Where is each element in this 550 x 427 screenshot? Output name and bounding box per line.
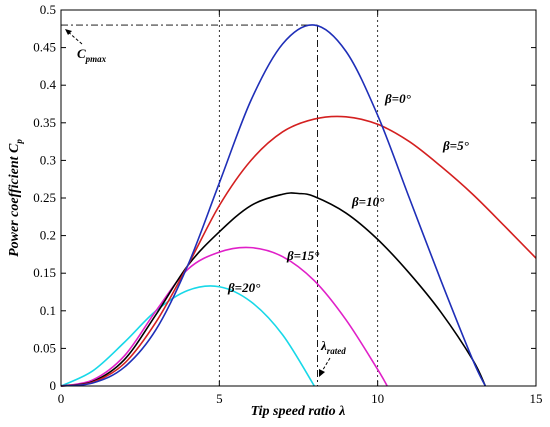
x-tick-label-1: 5 [216, 391, 223, 406]
lambda-rated-arrow-line [320, 357, 331, 374]
series-label-0: β=0° [384, 91, 412, 106]
cpmax-label-sub: pmax [85, 54, 107, 64]
y-tick-label-7: 0.35 [33, 115, 56, 130]
labels-layer: 0 5 10 15 0 0.05 0.1 0.15 0.2 0.25 0.3 0.35 0.4 0.45 0… [33, 2, 542, 406]
series-label-1: β=5° [442, 138, 470, 153]
cpmax-arrow-head [65, 29, 72, 35]
plot-frame [60, 9, 537, 387]
series-label-4: β=20° [227, 280, 261, 295]
series-line-2 [60, 192, 487, 387]
series-label-3: β=15° [286, 248, 320, 263]
y-tick-label-2: 0.1 [40, 303, 56, 318]
y-tick-label-10: 0.5 [40, 2, 56, 17]
cpmax-label-main: C [77, 46, 86, 61]
y-tick-label-1: 0.05 [33, 340, 56, 355]
series-label-2: β=10° [351, 194, 385, 209]
y-axis-title-main: Power coefficient C [7, 143, 22, 257]
y-tick-label-6: 0.3 [40, 152, 56, 167]
series-layer [60, 24, 537, 387]
reference-lines [61, 24, 318, 386]
series-line-0 [60, 24, 487, 387]
lambda-rated-label-sub: rated [327, 346, 346, 356]
y-tick-label-3: 0.15 [33, 265, 56, 280]
y-axis-title-sub: p [14, 139, 24, 145]
x-axis-title: Tip speed ratio λ [251, 404, 346, 419]
x-tick-label-3: 15 [530, 391, 543, 406]
y-tick-label-4: 0.2 [40, 228, 56, 243]
y-tick-label-0: 0 [50, 378, 57, 393]
x-tick-label-2: 10 [371, 391, 384, 406]
series-line-4 [60, 285, 316, 387]
y-tick-label-9: 0.45 [33, 40, 56, 55]
lambda-rated-label-main: λ [320, 338, 327, 353]
y-axis-title-group: Power coefficient Cp [7, 139, 24, 257]
series-line-1 [60, 115, 537, 387]
y-tick-label-5: 0.25 [33, 190, 56, 205]
cpmax-label: Cpmax [77, 46, 107, 64]
lambda-rated-label: λrated [320, 338, 346, 356]
y-tick-label-8: 0.4 [40, 77, 57, 92]
x-tick-label-0: 0 [58, 391, 65, 406]
y-axis-title: Power coefficient Cp [7, 139, 24, 257]
series-line-3 [60, 246, 388, 387]
ticks-layer [60, 9, 537, 387]
lambda-rated-arrow-head [319, 369, 325, 377]
